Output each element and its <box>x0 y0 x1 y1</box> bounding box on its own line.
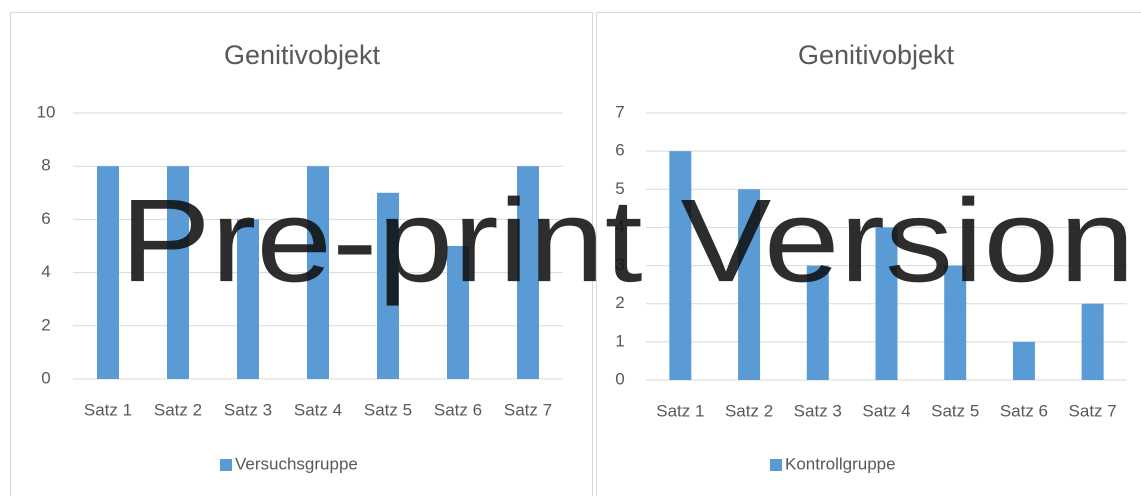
chart-title: Genitivobjekt <box>224 40 381 70</box>
y-tick-label: 0 <box>41 368 50 387</box>
bar <box>237 219 259 379</box>
bar <box>1081 303 1104 380</box>
x-tick-label: Satz 3 <box>794 401 842 420</box>
x-tick-label: Satz 2 <box>154 400 202 419</box>
y-tick-label: 6 <box>615 141 624 160</box>
y-tick-label: 8 <box>41 156 50 175</box>
x-tick-label: Satz 7 <box>504 400 552 419</box>
legend-swatch <box>770 459 782 471</box>
watermark: Pre-print Version <box>120 175 1135 307</box>
legend-label: Kontrollgruppe <box>785 454 896 473</box>
bar <box>669 151 692 380</box>
bar <box>517 166 539 379</box>
x-tick-label: Satz 1 <box>84 400 132 419</box>
x-tick-label: Satz 3 <box>224 400 272 419</box>
x-tick-label: Satz 5 <box>364 400 412 419</box>
y-tick-label: 4 <box>615 217 624 236</box>
bar <box>944 265 967 380</box>
y-tick-label: 4 <box>41 262 50 281</box>
x-tick-label: Satz 1 <box>656 401 704 420</box>
y-tick-label: 2 <box>41 315 50 334</box>
bar <box>1012 341 1035 380</box>
x-tick-label: Satz 6 <box>1000 401 1048 420</box>
x-tick-label: Satz 5 <box>931 401 979 420</box>
y-tick-label: 7 <box>615 102 624 121</box>
bar <box>875 227 898 380</box>
bar <box>97 166 119 379</box>
y-tick-label: 1 <box>615 331 624 350</box>
bar <box>447 246 469 379</box>
y-tick-label: 0 <box>615 369 624 388</box>
bar <box>738 189 761 380</box>
y-tick-label: 2 <box>615 293 624 312</box>
x-tick-label: Satz 2 <box>725 401 773 420</box>
y-tick-label: 6 <box>41 209 50 228</box>
x-tick-label: Satz 6 <box>434 400 482 419</box>
bar <box>307 166 329 379</box>
legend-label: Versuchsgruppe <box>235 454 358 473</box>
legend-swatch <box>220 459 232 471</box>
chart-title: Genitivobjekt <box>798 40 955 70</box>
x-tick-label: Satz 7 <box>1069 401 1117 420</box>
x-tick-label: Satz 4 <box>294 400 342 419</box>
bar <box>167 166 189 379</box>
y-tick-label: 3 <box>615 255 624 274</box>
y-tick-label: 5 <box>615 179 624 198</box>
x-tick-label: Satz 4 <box>862 401 910 420</box>
bar <box>377 192 399 379</box>
bar <box>806 265 829 380</box>
y-tick-label: 10 <box>37 102 56 121</box>
